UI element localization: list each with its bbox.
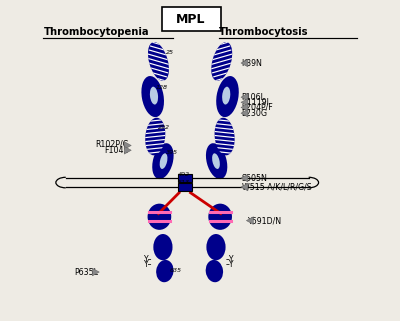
Text: S505N: S505N <box>242 174 268 183</box>
Ellipse shape <box>156 260 174 282</box>
Text: 635: 635 <box>170 268 182 273</box>
Ellipse shape <box>206 143 227 179</box>
Text: 513: 513 <box>178 180 190 185</box>
Text: 395: 395 <box>166 150 178 155</box>
Text: Thrombocytopenia: Thrombocytopenia <box>43 28 149 38</box>
Text: –Y: –Y <box>226 255 234 264</box>
Ellipse shape <box>142 76 164 117</box>
Ellipse shape <box>216 76 239 117</box>
Ellipse shape <box>145 118 165 155</box>
Ellipse shape <box>208 204 232 230</box>
Text: S204P/F: S204P/F <box>242 103 273 112</box>
Text: P635L: P635L <box>75 267 99 277</box>
Ellipse shape <box>148 42 169 81</box>
Bar <box>178 174 192 182</box>
Text: Y591D/N: Y591D/N <box>247 216 281 225</box>
Text: Y–: Y– <box>144 255 152 264</box>
Polygon shape <box>241 93 248 101</box>
Polygon shape <box>241 104 248 111</box>
Polygon shape <box>92 268 99 276</box>
Text: 25: 25 <box>166 50 174 55</box>
Ellipse shape <box>214 118 235 155</box>
Bar <box>178 183 192 191</box>
Text: Y–: Y– <box>144 260 152 269</box>
Polygon shape <box>241 109 248 117</box>
Ellipse shape <box>222 87 230 105</box>
Polygon shape <box>124 146 131 154</box>
Polygon shape <box>241 59 248 67</box>
Text: T1119I: T1119I <box>242 98 268 107</box>
Polygon shape <box>241 99 248 106</box>
Text: 492: 492 <box>178 172 190 178</box>
Text: 128: 128 <box>156 85 168 90</box>
Text: R102P/C: R102P/C <box>96 139 129 148</box>
Text: K39N: K39N <box>242 58 262 67</box>
Text: F104S: F104S <box>104 146 129 155</box>
FancyBboxPatch shape <box>162 7 221 31</box>
Text: 292: 292 <box>158 125 170 130</box>
Ellipse shape <box>160 153 168 169</box>
Polygon shape <box>124 142 131 149</box>
Text: –Y: –Y <box>226 260 234 269</box>
Polygon shape <box>246 217 253 224</box>
Polygon shape <box>241 174 248 182</box>
Ellipse shape <box>148 42 169 81</box>
Text: E230G: E230G <box>242 109 268 118</box>
Text: Thrombocytosis: Thrombocytosis <box>219 28 309 38</box>
Polygon shape <box>241 183 248 191</box>
Ellipse shape <box>150 87 158 105</box>
Ellipse shape <box>211 42 232 81</box>
Ellipse shape <box>145 118 165 155</box>
Ellipse shape <box>153 234 172 260</box>
Ellipse shape <box>214 118 235 155</box>
Ellipse shape <box>206 260 223 282</box>
Text: W515 A/K/L/R/G/S: W515 A/K/L/R/G/S <box>242 183 311 192</box>
Text: P106L: P106L <box>242 93 266 102</box>
Ellipse shape <box>211 42 232 81</box>
Ellipse shape <box>206 234 226 260</box>
Text: MPL: MPL <box>176 13 206 26</box>
Ellipse shape <box>212 153 220 169</box>
Ellipse shape <box>152 143 174 179</box>
Ellipse shape <box>148 204 171 230</box>
